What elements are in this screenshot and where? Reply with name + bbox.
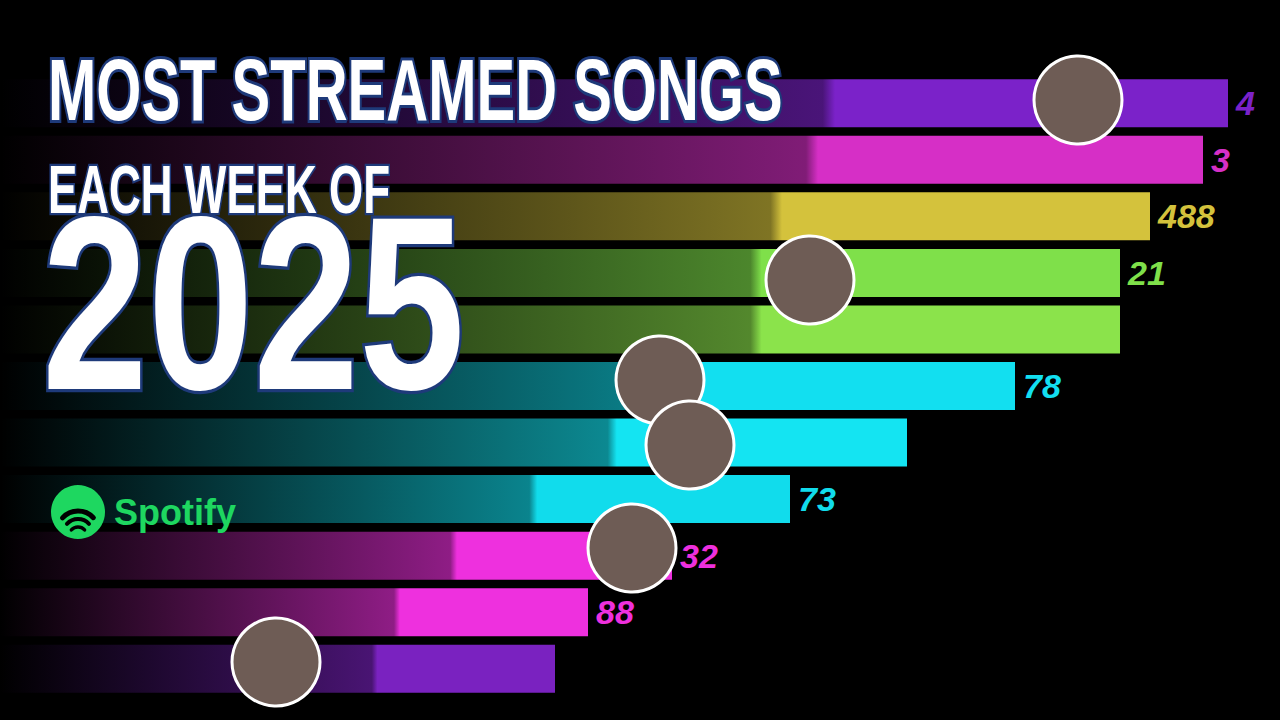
svg-text:21: 21 bbox=[1127, 254, 1166, 292]
svg-text:32: 32 bbox=[680, 537, 718, 575]
svg-text:73: 73 bbox=[798, 480, 836, 518]
svg-text:2025: 2025 bbox=[42, 166, 465, 442]
svg-text:488: 488 bbox=[1157, 197, 1215, 235]
svg-text:3: 3 bbox=[1211, 141, 1230, 179]
svg-text:Spotify: Spotify bbox=[114, 492, 236, 533]
svg-text:88: 88 bbox=[596, 593, 634, 631]
svg-text:78: 78 bbox=[1023, 367, 1061, 405]
svg-text:MOST STREAMED SONGS: MOST STREAMED SONGS bbox=[48, 41, 783, 139]
svg-text:4: 4 bbox=[1235, 84, 1255, 122]
